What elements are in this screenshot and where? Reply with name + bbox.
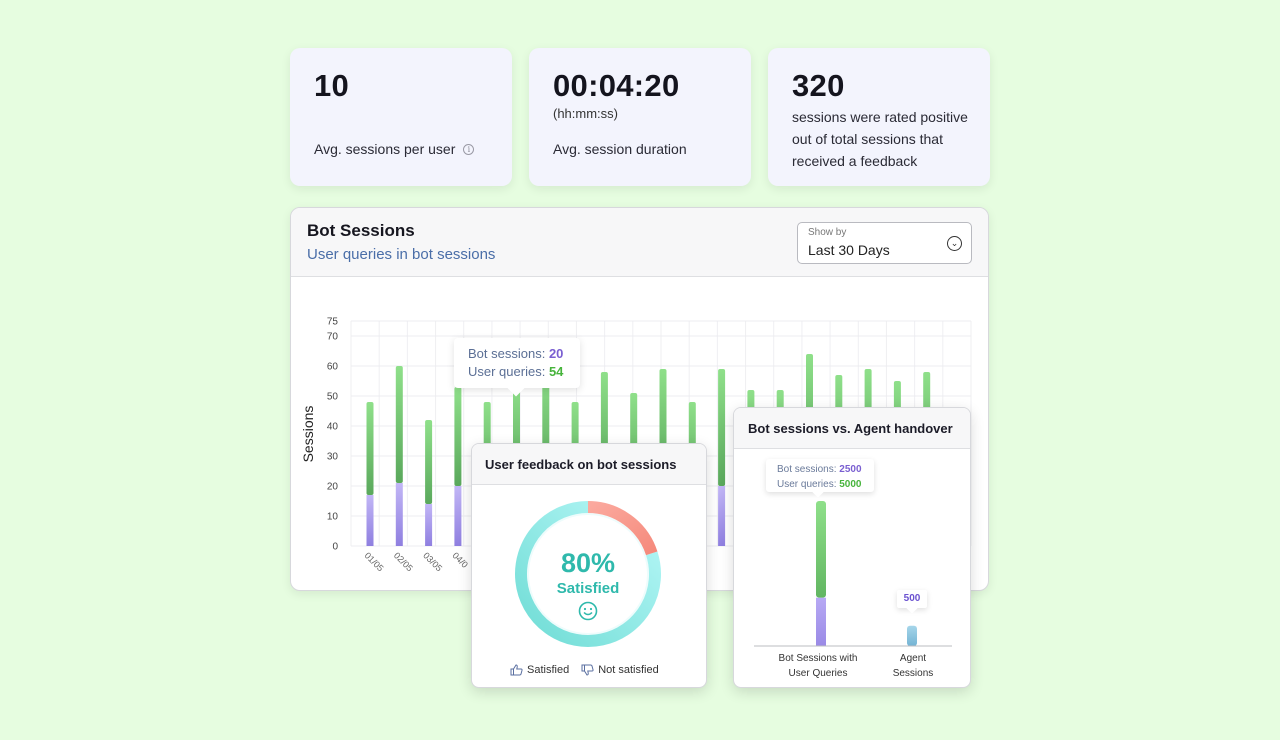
bar-bot-sessions[interactable] (454, 486, 462, 546)
card-title: User feedback on bot sessions (472, 444, 706, 485)
show-by-value: Last 30 Days (808, 242, 890, 258)
handover-tooltip: Bot sessions: 2500 User queries: 5000 (766, 459, 874, 498)
stat-unit: (hh:mm:ss) (553, 106, 618, 121)
agent-sessions-tooltip: 500 (897, 590, 927, 614)
y-tick-label: 10 (327, 512, 339, 523)
tooltip-query-label: User queries: (468, 364, 546, 379)
agent-sessions-value: 500 (903, 593, 921, 604)
donut-slice-satisfied[interactable] (515, 501, 661, 647)
chevron-down-icon[interactable]: ⌄ (947, 236, 962, 251)
feedback-legend: Satisfied Not satisfied (510, 664, 659, 676)
tooltip-bot-value: 2500 (839, 464, 862, 475)
stat-card-positive-rating: 320 sessions were rated positive out of … (768, 48, 990, 186)
y-axis-label: Sessions (300, 406, 316, 463)
show-by-select[interactable]: Show by Last 30 Days ⌄ (797, 222, 972, 264)
legend-satisfied[interactable]: Satisfied (510, 664, 569, 676)
stat-description: sessions were rated positive out of tota… (792, 109, 968, 169)
y-tick-label: 0 (332, 542, 338, 553)
y-tick-label: 40 (327, 422, 339, 433)
thumbs-up-icon (510, 664, 523, 676)
stat-card-session-duration: 00:04:20 (hh:mm:ss) Avg. session duratio… (529, 48, 751, 186)
tooltip-bot-label: Bot sessions: (468, 346, 546, 361)
x-label-agent-sessions: Agent Sessions (883, 651, 943, 681)
bot-sessions-card: Bot Sessions User queries in bot session… (290, 207, 989, 591)
bar-user-queries[interactable] (454, 387, 462, 486)
chart-tooltip: Bot sessions: 20 User queries: 54 (454, 338, 580, 397)
x-tick-label: 01/05 (363, 550, 386, 573)
y-tick-label: 75 (327, 317, 339, 328)
thumbs-down-icon (581, 664, 594, 676)
donut-svg (515, 501, 661, 647)
bar-bot-sessions[interactable] (395, 483, 403, 546)
tooltip-query-value: 5000 (839, 479, 862, 490)
bar-user-queries[interactable] (425, 420, 433, 504)
donut-slice-not-satisfied[interactable] (587, 501, 658, 556)
bar-bot-sessions[interactable] (718, 486, 726, 546)
tooltip-query-value: 54 (548, 364, 564, 379)
agent-handover-card: Bot sessions vs. Agent handover Bot sess… (733, 407, 971, 688)
stat-value: 10 (314, 68, 350, 103)
bar-user-queries[interactable] (366, 402, 374, 495)
stat-label-text: Avg. sessions per user (314, 141, 456, 157)
donut-percentage: 80% (560, 548, 616, 578)
bar-bot-sessions[interactable] (816, 597, 826, 646)
stat-card-sessions-per-user: 10 Avg. sessions per user i (290, 48, 512, 186)
card-subtitle: User queries in bot sessions (307, 246, 496, 263)
x-label-line: Sessions (892, 668, 934, 679)
y-tick-label: 70 (327, 332, 339, 343)
stat-value: 00:04:20 (553, 68, 680, 103)
legend-label: Not satisfied (598, 664, 659, 676)
x-label-line: Agent (899, 653, 927, 664)
tooltip-query-label: User queries: (777, 479, 837, 490)
y-tick-label: 50 (327, 392, 339, 403)
user-feedback-card: User feedback on bot sessions 80% Satisf… (471, 443, 707, 688)
legend-not-satisfied[interactable]: Not satisfied (581, 664, 659, 676)
y-tick-label: 60 (327, 362, 339, 373)
x-tick-label: 04/0 (450, 550, 469, 569)
bar-user-queries[interactable] (718, 369, 726, 486)
stat-label: Avg. session duration (553, 141, 687, 157)
feedback-donut: 80% Satisfied (508, 494, 668, 654)
y-tick-label: 20 (327, 482, 339, 493)
stat-label: Avg. sessions per user i (314, 141, 475, 157)
bar-bot-sessions[interactable] (366, 495, 374, 546)
smiley-icon (578, 601, 598, 621)
card-title: Bot sessions vs. Agent handover (734, 408, 970, 449)
card-title: Bot Sessions (307, 221, 415, 240)
bar-user-queries[interactable] (395, 366, 403, 483)
x-tick-label: 03/05 (421, 550, 444, 573)
info-icon[interactable]: i (463, 143, 475, 155)
x-label-bot-sessions: Bot Sessions with User Queries (768, 651, 868, 681)
donut-label: Satisfied (556, 580, 620, 597)
x-label-line: Bot Sessions with (778, 653, 858, 664)
handover-chart (754, 501, 952, 647)
bar-bot-sessions[interactable] (425, 504, 433, 546)
x-tick-label: 02/05 (392, 550, 415, 573)
show-by-label: Show by (808, 227, 847, 238)
legend-label: Satisfied (527, 664, 570, 676)
tooltip-bot-label: Bot sessions: (777, 464, 837, 475)
card-header: Bot Sessions User queries in bot session… (291, 208, 988, 277)
x-label-line: User Queries (788, 668, 848, 679)
bar-user-queries[interactable] (816, 501, 826, 598)
stat-value: 320 (792, 68, 845, 103)
bar-agent-sessions[interactable] (907, 625, 917, 646)
tooltip-bot-value: 20 (548, 346, 564, 361)
y-tick-label: 30 (327, 452, 339, 463)
